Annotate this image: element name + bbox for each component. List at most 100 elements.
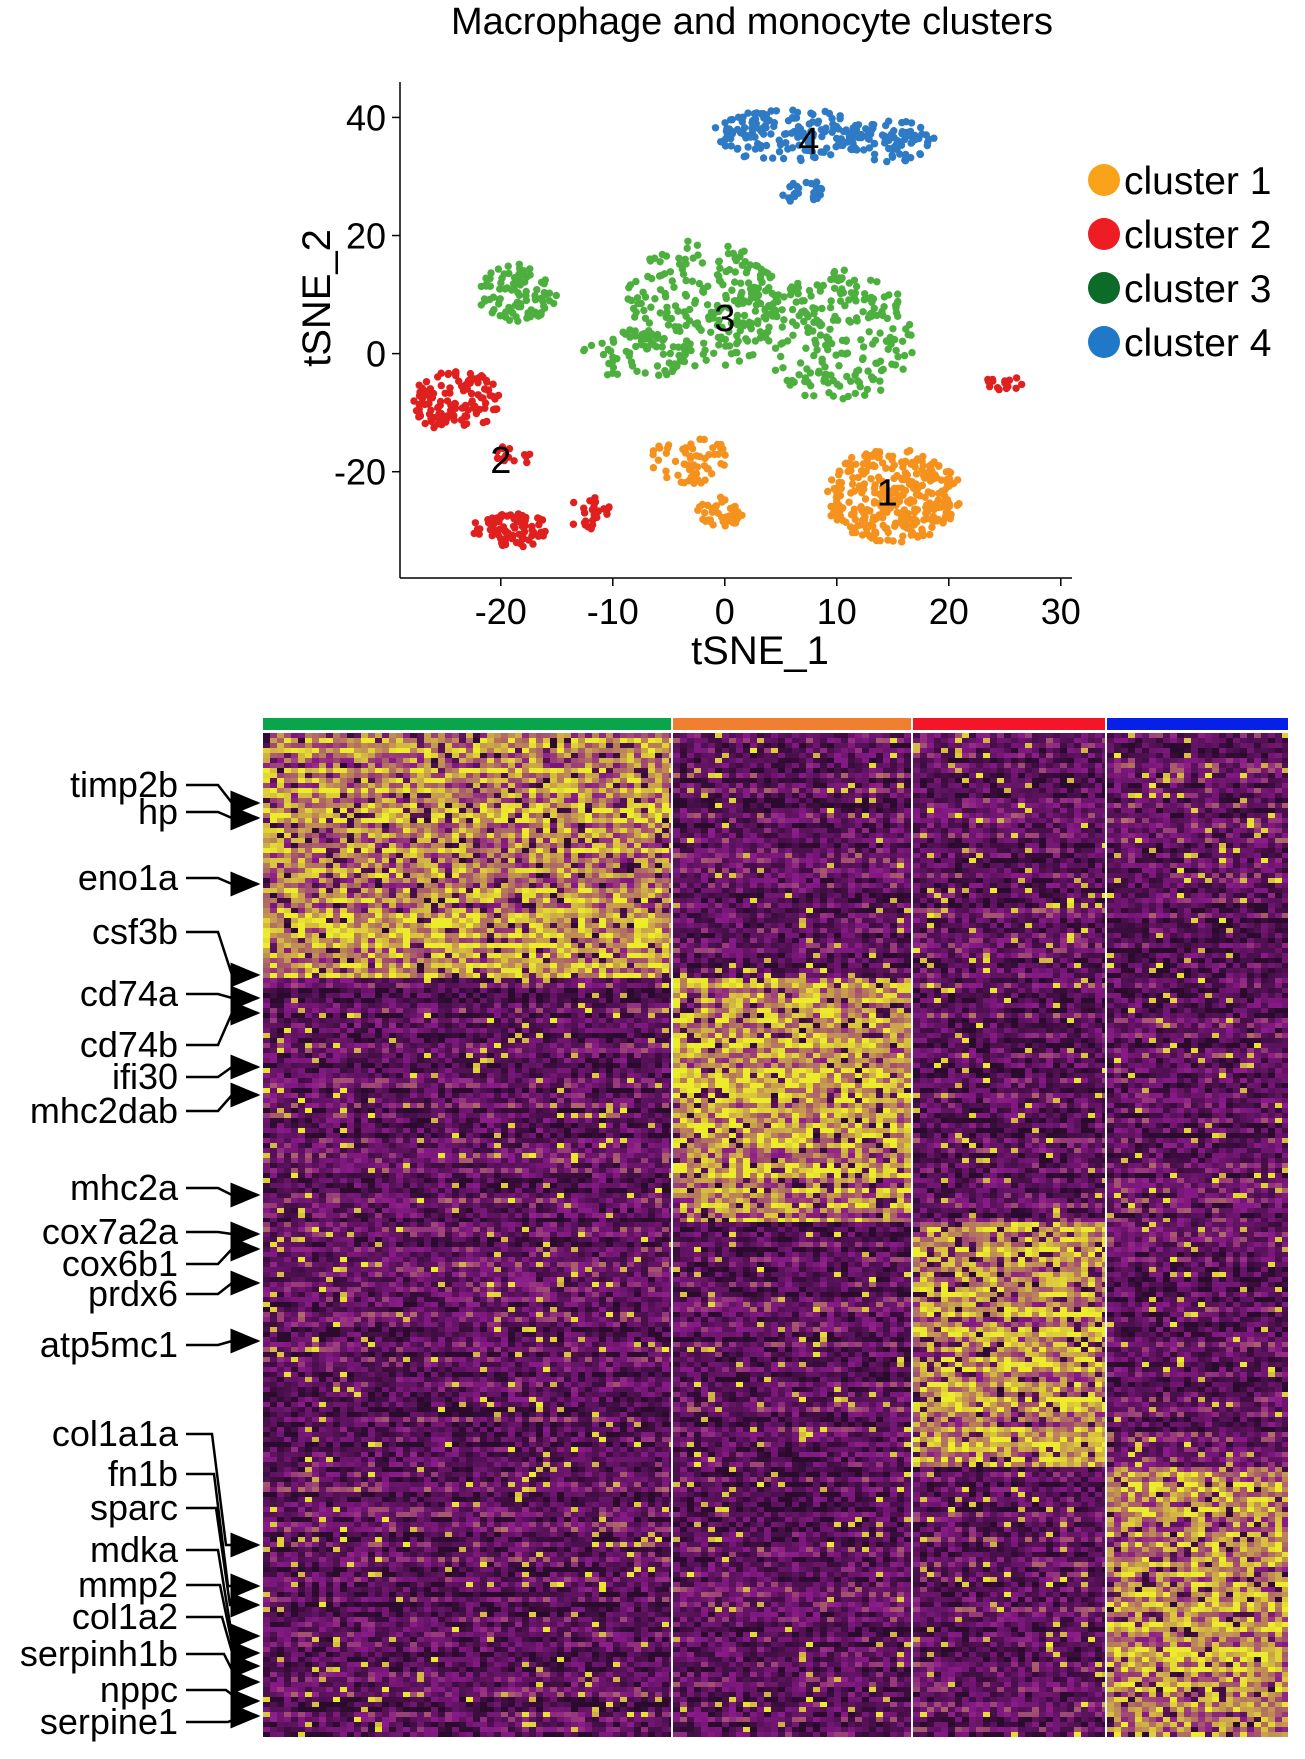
heatmap-cell: [354, 933, 361, 938]
heatmap-cell: [494, 763, 501, 768]
heatmap-cell: [466, 793, 473, 798]
heatmap-cell: [277, 863, 284, 868]
scatter-point: [701, 436, 708, 443]
heatmap-cell: [543, 858, 550, 863]
heatmap-cell: [396, 743, 403, 748]
heatmap-cell: [536, 838, 543, 843]
heatmap-cell: [417, 833, 424, 838]
heatmap-cell: [543, 753, 550, 758]
heatmap-cell: [501, 893, 508, 898]
heatmap-cell: [613, 803, 620, 808]
heatmap-cell: [410, 783, 417, 788]
scatter-point: [884, 315, 891, 322]
heatmap-cell: [347, 778, 354, 783]
heatmap-cell: [417, 763, 424, 768]
heatmap-cell: [270, 923, 277, 928]
heatmap-cell: [606, 848, 613, 853]
heatmap-cell: [662, 883, 669, 888]
heatmap-cell: [459, 763, 466, 768]
heatmap-cell: [270, 788, 277, 793]
heatmap-cell: [669, 878, 671, 883]
heatmap-cell: [403, 758, 410, 763]
heatmap-cell: [396, 748, 403, 753]
heatmap-cell: [389, 793, 396, 798]
heatmap-cell: [382, 783, 389, 788]
heatmap-cell: [263, 868, 270, 873]
heatmap-cell: [494, 808, 501, 813]
heatmap-cell: [508, 863, 515, 868]
heatmap-cell: [375, 773, 382, 778]
heatmap-cell: [655, 778, 662, 783]
scatter-point: [644, 273, 651, 280]
heatmap-cell: [438, 783, 445, 788]
heatmap-cell: [494, 778, 501, 783]
heatmap-cell: [396, 883, 403, 888]
heatmap-cell: [424, 748, 431, 753]
heatmap-cell: [312, 773, 319, 778]
heatmap-cell: [550, 863, 557, 868]
heatmap-cell: [431, 883, 438, 888]
heatmap-cell: [655, 733, 662, 738]
heatmap-cell: [438, 908, 445, 913]
heatmap-cell: [438, 753, 445, 758]
heatmap-cell: [543, 868, 550, 873]
heatmap-cell: [389, 863, 396, 868]
heatmap-cell: [599, 778, 606, 783]
heatmap-cell: [263, 898, 270, 903]
heatmap-cell: [298, 783, 305, 788]
heatmap-cell: [592, 778, 599, 783]
heatmap-cell: [417, 893, 424, 898]
scatter-point: [780, 293, 787, 300]
heatmap-cell: [291, 758, 298, 763]
scatter-point: [495, 531, 502, 538]
heatmap-cell: [452, 798, 459, 803]
heatmap-cell: [312, 908, 319, 913]
heatmap-cell: [473, 823, 480, 828]
scatter-point: [627, 281, 634, 288]
heatmap-cell: [431, 763, 438, 768]
heatmap-cell: [613, 788, 620, 793]
heatmap-cell: [438, 878, 445, 883]
heatmap-cell: [522, 908, 529, 913]
heatmap-cell: [564, 793, 571, 798]
heatmap-cell: [501, 903, 508, 908]
heatmap-cell: [585, 898, 592, 903]
heatmap-cell: [648, 863, 655, 868]
heatmap-cell: [613, 743, 620, 748]
heatmap-cell: [529, 883, 536, 888]
heatmap-cell: [494, 798, 501, 803]
heatmap-cell: [389, 788, 396, 793]
heatmap-cell: [669, 738, 671, 743]
heatmap-cell: [669, 868, 671, 873]
heatmap-cell: [515, 848, 522, 853]
heatmap-cell: [627, 913, 634, 918]
scatter-point: [838, 479, 845, 486]
heatmap-cell: [571, 828, 578, 833]
heatmap-cell: [494, 923, 501, 928]
heatmap-cell: [403, 783, 410, 788]
heatmap-cell: [375, 803, 382, 808]
heatmap-cell: [529, 753, 536, 758]
heatmap-cell: [403, 833, 410, 838]
scatter-point: [771, 292, 778, 299]
scatter-point: [857, 336, 864, 343]
heatmap-cell: [585, 928, 592, 933]
heatmap-cell: [305, 783, 312, 788]
heatmap-cell: [361, 863, 368, 868]
scatter-point: [529, 540, 536, 547]
heatmap-cell: [368, 788, 375, 793]
scatter-point: [654, 362, 661, 369]
scatter-point: [753, 301, 760, 308]
heatmap-cell: [375, 878, 382, 883]
heatmap-cell: [354, 833, 361, 838]
legend-swatch: [1088, 272, 1120, 304]
heatmap-cell: [382, 768, 389, 773]
heatmap-cell: [298, 878, 305, 883]
heatmap-cell: [431, 913, 438, 918]
scatter-point: [833, 494, 840, 501]
heatmap-cell: [543, 873, 550, 878]
heatmap-cell: [655, 798, 662, 803]
heatmap-cell: [368, 878, 375, 883]
scatter-point: [691, 300, 698, 307]
